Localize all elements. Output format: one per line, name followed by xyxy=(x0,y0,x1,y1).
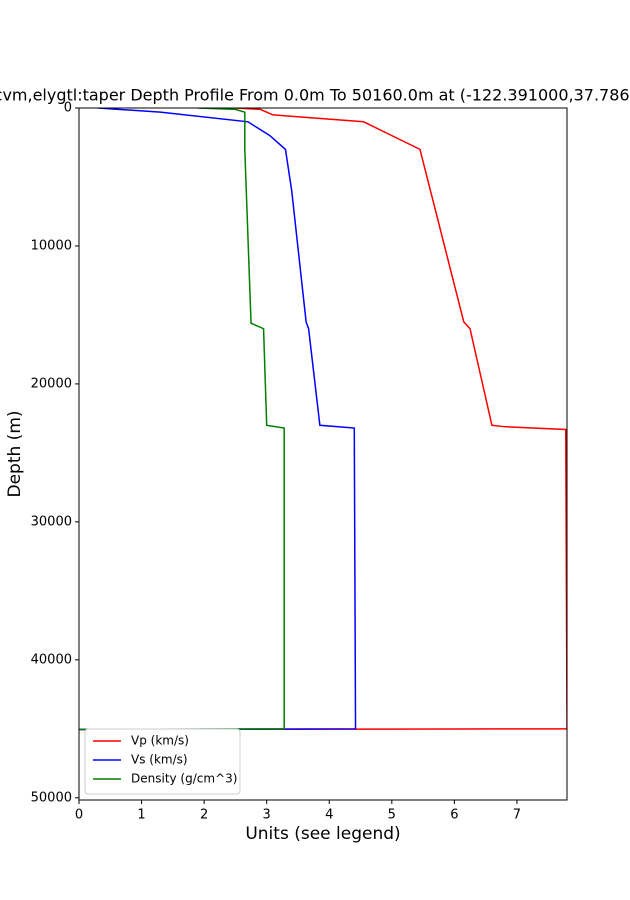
legend-label: Vs (km/s) xyxy=(131,753,188,767)
x-tick-label: 2 xyxy=(200,808,208,823)
y-tick-label: 30000 xyxy=(31,514,72,529)
y-tick-label: 50000 xyxy=(31,790,72,805)
series-line xyxy=(79,108,567,731)
y-tick-label: 40000 xyxy=(31,652,72,667)
series-line xyxy=(79,108,285,731)
x-tick-label: 3 xyxy=(263,808,271,823)
x-tick-label: 1 xyxy=(137,808,145,823)
series-line xyxy=(79,108,357,731)
x-axis-label: Units (see legend) xyxy=(245,824,400,844)
legend-label: Density (g/cm^3) xyxy=(131,772,237,786)
x-tick-label: 5 xyxy=(388,808,396,823)
plot-frame xyxy=(78,107,568,801)
x-tick-label: 6 xyxy=(450,808,458,823)
y-tick-label: 20000 xyxy=(31,376,72,391)
y-tick-label: 0 xyxy=(64,101,72,116)
y-tick-label: 10000 xyxy=(31,238,72,253)
y-axis-label: Depth (m) xyxy=(5,410,25,497)
legend-box xyxy=(84,728,241,795)
x-tick-label: 7 xyxy=(513,808,521,823)
chart-title: sfcvm,elygtl:taper Depth Profile From 0.… xyxy=(0,86,630,105)
x-tick-label: 4 xyxy=(325,808,333,823)
legend-label: Vp (km/s) xyxy=(131,734,189,748)
x-tick-label: 0 xyxy=(75,808,83,823)
